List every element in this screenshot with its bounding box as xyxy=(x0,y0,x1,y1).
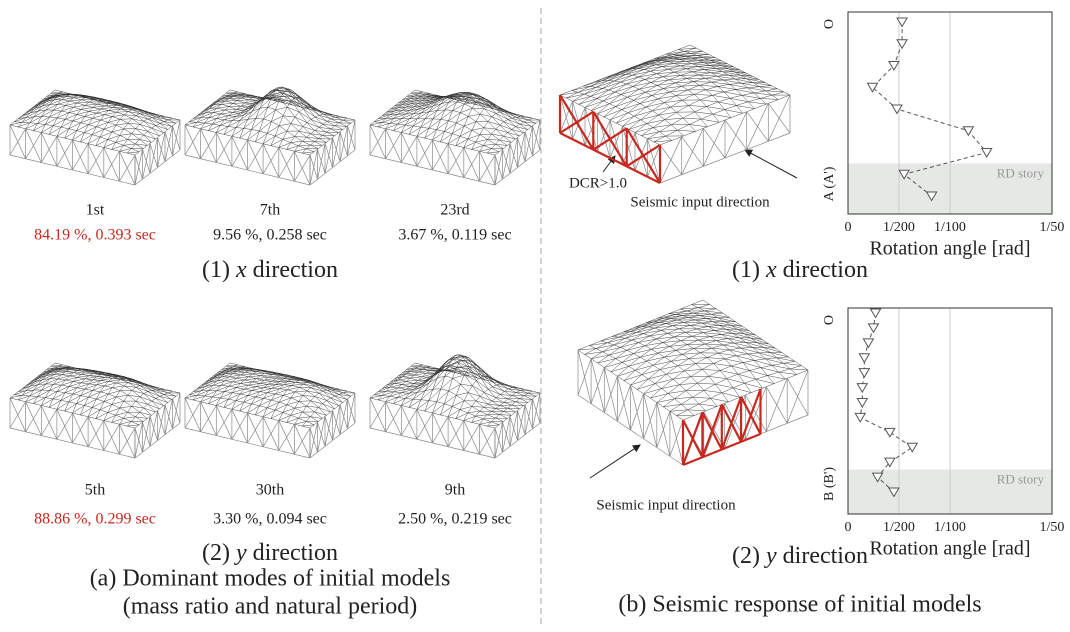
wireframe-roof xyxy=(559,44,791,146)
data-point xyxy=(869,308,882,319)
data-point xyxy=(867,323,880,334)
mode-stats: 3.67 %, 0.119 sec xyxy=(398,227,511,244)
panel-caption: (mass ratio and natural period) xyxy=(123,594,418,620)
wireframe-roof xyxy=(184,362,356,429)
data-point xyxy=(858,368,871,379)
wireframe-wall xyxy=(9,397,136,459)
data-point xyxy=(856,398,869,408)
wireframe-wall xyxy=(681,388,762,467)
plot-frame xyxy=(847,307,1053,515)
y-bottom-label: A (A') xyxy=(822,166,837,201)
caption-number: (1) xyxy=(202,257,230,283)
data-point xyxy=(962,126,975,137)
direction-caption: (2) y direction xyxy=(732,543,868,569)
x-tick-label: 1/200 xyxy=(883,520,915,535)
wireframe-roof xyxy=(577,299,809,421)
wireframe-wall xyxy=(369,124,496,186)
data-point xyxy=(896,39,908,50)
x-tick-label: 0 xyxy=(845,520,852,535)
mode-order: 1st xyxy=(86,202,105,219)
input-label: Seismic input direction xyxy=(596,497,736,513)
data-point xyxy=(896,17,908,28)
wireframe-roof xyxy=(369,354,541,429)
x-tick-label: 0 xyxy=(845,220,852,235)
data-point xyxy=(898,169,910,180)
mode-order: 7th xyxy=(260,202,280,219)
caption-word: direction xyxy=(253,257,338,283)
data-point xyxy=(980,148,993,158)
wireframe-wall xyxy=(184,397,311,459)
mode-order: 30th xyxy=(256,482,284,499)
panel-caption: (a) Dominant modes of initial models xyxy=(90,566,451,592)
mode-stats: 9.56 %, 0.258 sec xyxy=(213,227,327,244)
wireframe-wall xyxy=(558,94,662,184)
wireframe-wall xyxy=(309,392,356,459)
data-point xyxy=(925,191,938,202)
wireframe-wall xyxy=(134,392,181,459)
x-tick-label: 1/50 xyxy=(1040,220,1065,235)
x-tick-label: 1/100 xyxy=(934,520,966,535)
wireframe-wall xyxy=(134,119,181,186)
y-top-label: O xyxy=(822,19,837,29)
caption-number: (2) xyxy=(732,543,760,569)
caption-number: (2) xyxy=(202,540,230,566)
direction-caption: (2) y direction xyxy=(202,540,338,566)
data-point xyxy=(888,61,900,71)
data-point xyxy=(891,104,903,115)
caption-word: direction xyxy=(253,540,338,566)
wireframe-wall xyxy=(369,397,496,459)
input-arrow xyxy=(744,149,798,179)
input-label: Seismic input direction xyxy=(630,194,770,210)
data-point xyxy=(871,472,884,483)
band-label: RD story xyxy=(997,165,1045,180)
mode-order: 9th xyxy=(445,482,465,499)
data-point xyxy=(858,353,871,364)
data-point xyxy=(906,442,919,453)
mode-order: 23rd xyxy=(440,202,469,219)
wireframe-roof xyxy=(369,89,541,156)
y-top-label: O xyxy=(822,315,837,325)
wireframe-wall xyxy=(494,392,541,459)
caption-axis: x xyxy=(235,257,247,283)
mode-stats: 2.50 %, 0.219 sec xyxy=(398,511,512,528)
direction-caption: (1) x direction xyxy=(732,257,868,283)
caption-word: direction xyxy=(783,543,868,569)
plot-frame xyxy=(847,11,1053,215)
x-tick-label: 1/200 xyxy=(883,220,915,235)
data-point xyxy=(854,412,867,423)
wireframe-wall xyxy=(494,119,541,186)
y-bottom-label: B (B') xyxy=(822,467,837,501)
mode-stats: 88.86 %, 0.299 sec xyxy=(34,511,156,528)
wireframe-wall xyxy=(659,94,791,184)
data-point xyxy=(883,427,896,438)
x-axis-label: Rotation angle [rad] xyxy=(869,538,1030,560)
caption-axis: y xyxy=(764,543,777,569)
x-axis-label: Rotation angle [rad] xyxy=(869,238,1030,260)
data-point xyxy=(888,487,900,498)
wireframe-roof xyxy=(184,86,356,156)
data-point xyxy=(862,338,875,349)
dcr-label: DCR>1.0 xyxy=(569,175,627,191)
wireframe-roof xyxy=(9,362,181,429)
mode-stats: 84.19 %, 0.393 sec xyxy=(34,227,156,244)
data-point xyxy=(866,82,879,93)
caption-axis: y xyxy=(234,540,247,566)
x-tick-label: 1/100 xyxy=(934,220,966,235)
wireframe-roof xyxy=(9,89,181,156)
band-label: RD story xyxy=(997,472,1045,487)
data-point xyxy=(856,383,869,394)
direction-caption: (1) x direction xyxy=(202,257,338,283)
data-point xyxy=(883,457,896,468)
mode-stats: 3.30 %, 0.094 sec xyxy=(213,511,327,528)
mode-order: 5th xyxy=(85,482,105,499)
caption-axis: x xyxy=(765,257,777,283)
wireframe-wall xyxy=(309,119,356,186)
panel-caption: (b) Seismic response of initial models xyxy=(618,592,981,618)
x-tick-label: 1/50 xyxy=(1040,520,1065,535)
caption-number: (1) xyxy=(732,257,760,283)
caption-word: direction xyxy=(783,257,868,283)
input-arrow xyxy=(589,444,641,479)
